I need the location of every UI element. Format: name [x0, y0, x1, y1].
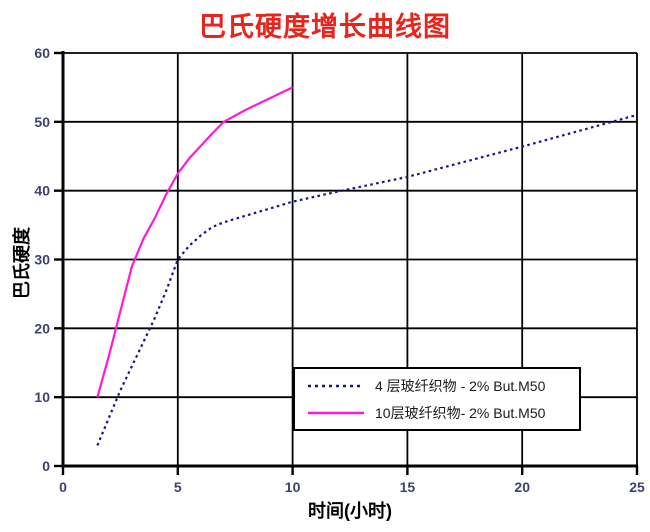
svg-text:5: 5: [174, 479, 182, 495]
legend-label: 10层玻纤织物- 2% But.M50: [375, 404, 546, 421]
legend-label: 4 层玻纤织物 - 2% But.M50: [375, 377, 546, 394]
solid-line-swatch-icon: [308, 411, 364, 414]
svg-text:10: 10: [285, 479, 301, 495]
svg-text:20: 20: [514, 479, 530, 495]
chart-title: 巴氏硬度增长曲线图: [199, 12, 451, 42]
svg-text:60: 60: [34, 45, 50, 61]
svg-text:15: 15: [400, 479, 416, 495]
svg-text:10: 10: [34, 389, 50, 405]
svg-text:40: 40: [34, 183, 50, 199]
dotted-line-swatch-icon: [308, 384, 364, 387]
svg-text:50: 50: [34, 114, 50, 130]
svg-text:20: 20: [34, 320, 50, 336]
legend-item-4-layer: 4 层玻纤织物 - 2% But.M50: [307, 373, 579, 399]
y-axis-title: 巴氏硬度: [12, 227, 32, 299]
svg-text:30: 30: [34, 252, 50, 268]
svg-text:0: 0: [59, 479, 67, 495]
legend: 4 层玻纤织物 - 2% But.M50 10层玻纤织物- 2% But.M50: [293, 367, 581, 431]
x-axis-title: 时间(小时): [308, 501, 392, 521]
svg-text:0: 0: [42, 458, 50, 474]
legend-item-10-layer: 10层玻纤织物- 2% But.M50: [307, 400, 579, 426]
svg-text:25: 25: [629, 479, 645, 495]
